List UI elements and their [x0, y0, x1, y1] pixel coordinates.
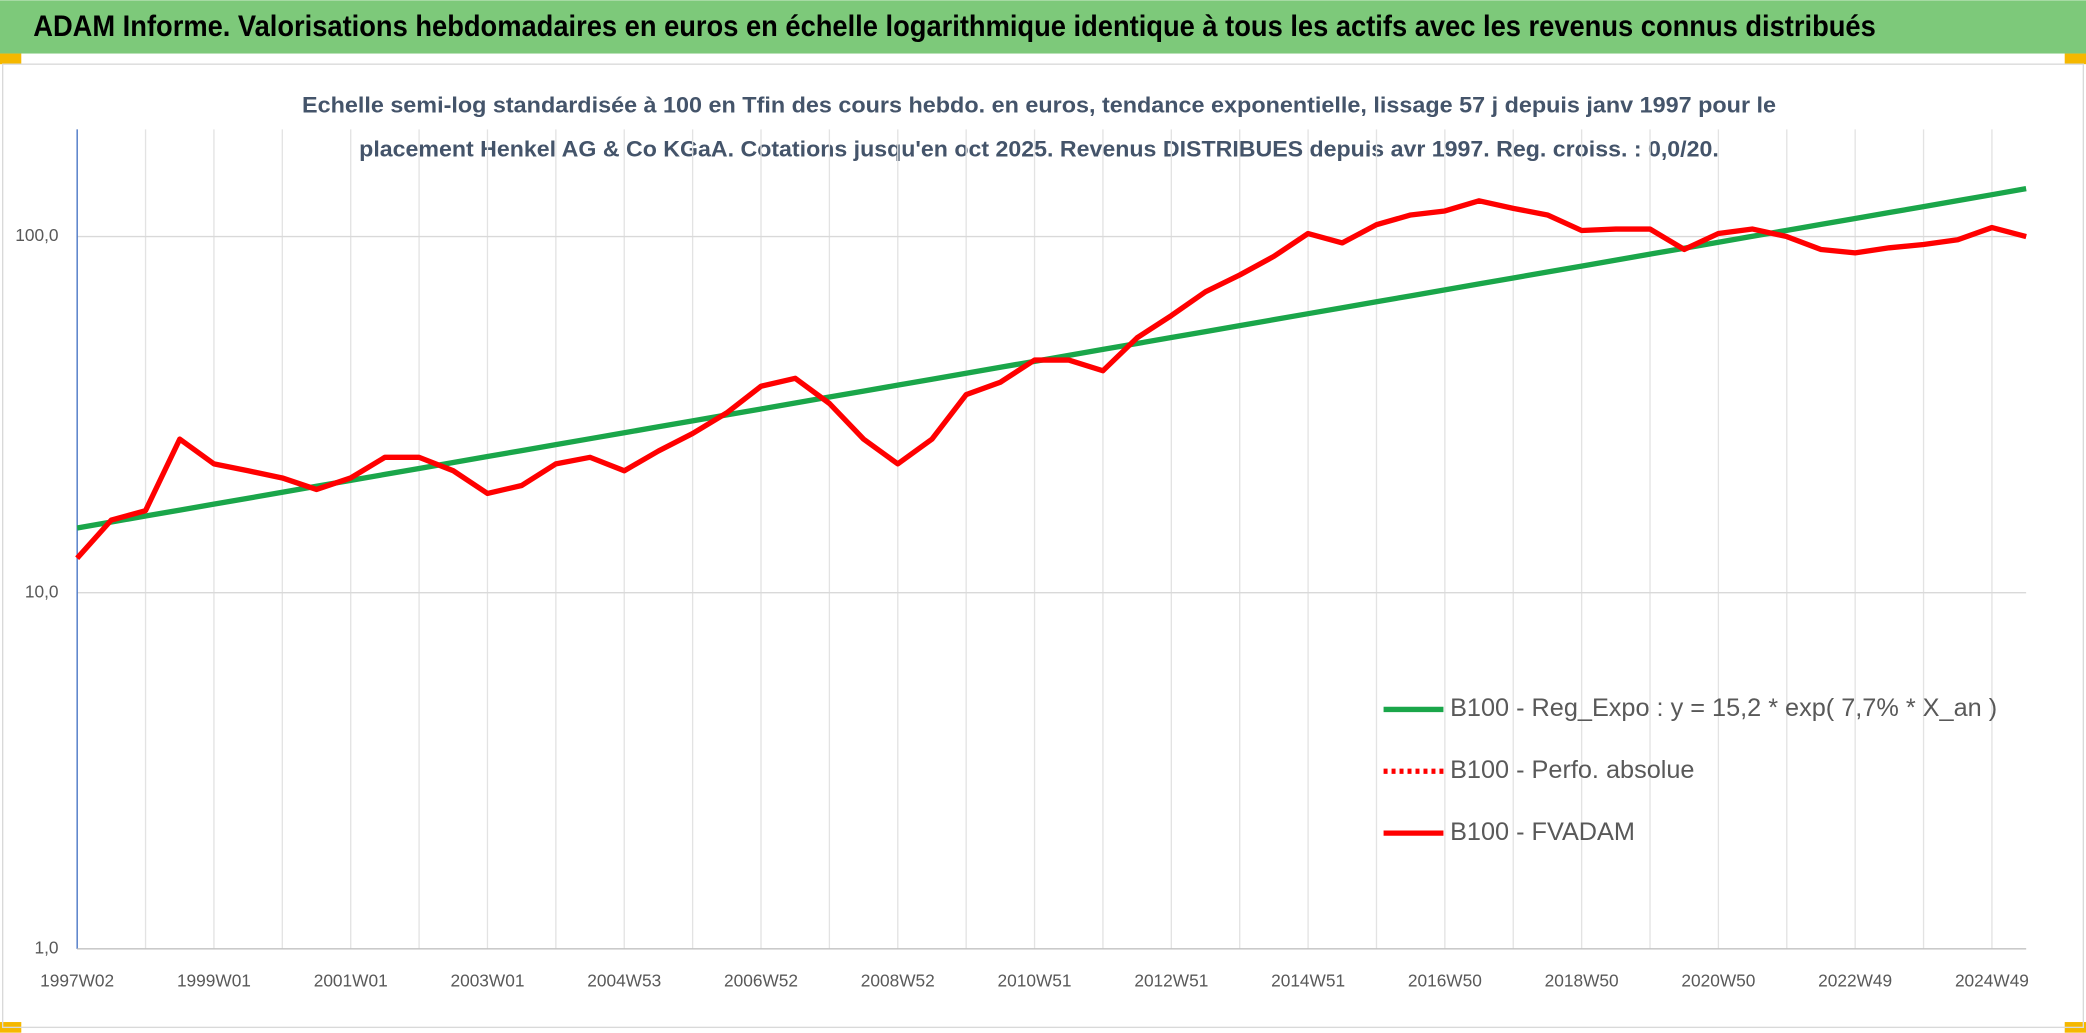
y-tick-label: 10,0 — [25, 581, 59, 601]
corner — [2064, 53, 2086, 65]
header-bar — [0, 0, 2086, 54]
x-tick-label: 2016W50 — [1408, 971, 1482, 991]
x-tick-label: 1997W02 — [40, 971, 114, 991]
series-line — [75, 198, 2027, 560]
x-tick-label: 2003W01 — [450, 971, 524, 991]
y-tick-label: 100,0 — [15, 225, 58, 245]
x-tick-label: 2010W51 — [998, 971, 1072, 991]
page-title: ADAM Informe. Valorisations hebdomadaire… — [33, 11, 1876, 43]
x-tick-label: 2004W53 — [587, 971, 661, 991]
x-tick-label: 2018W50 — [1545, 971, 1619, 991]
x-tick-label: 2008W52 — [861, 971, 935, 991]
x-tick-label: 1999W01 — [177, 971, 251, 991]
legend-label: B100 - FVADAM — [1450, 818, 1635, 846]
x-tick-label: 2014W51 — [1271, 971, 1345, 991]
x-tick-label: 2001W01 — [314, 971, 388, 991]
x-tick-label: 2022W49 — [1818, 971, 1892, 991]
legend-label: B100 - Reg_Expo : y = 15,2 * exp( 7,7% *… — [1450, 694, 1997, 722]
chart-border — [1, 63, 2085, 1029]
x-tick-label: 2012W51 — [1134, 971, 1208, 991]
y-tick-label: 1,0 — [35, 937, 59, 957]
subtitle: placement Henkel AG & Co KGaA. Cotations… — [359, 137, 1719, 162]
legend-label: B100 - Perfo. absolue — [1450, 756, 1694, 784]
subtitle: Echelle semi-log standardisée à 100 en T… — [302, 93, 1776, 118]
x-tick-label: 2020W50 — [1681, 971, 1755, 991]
corner — [0, 53, 22, 65]
x-tick-label: 2024W49 — [1955, 971, 2029, 991]
x-tick-label: 2006W52 — [724, 971, 798, 991]
